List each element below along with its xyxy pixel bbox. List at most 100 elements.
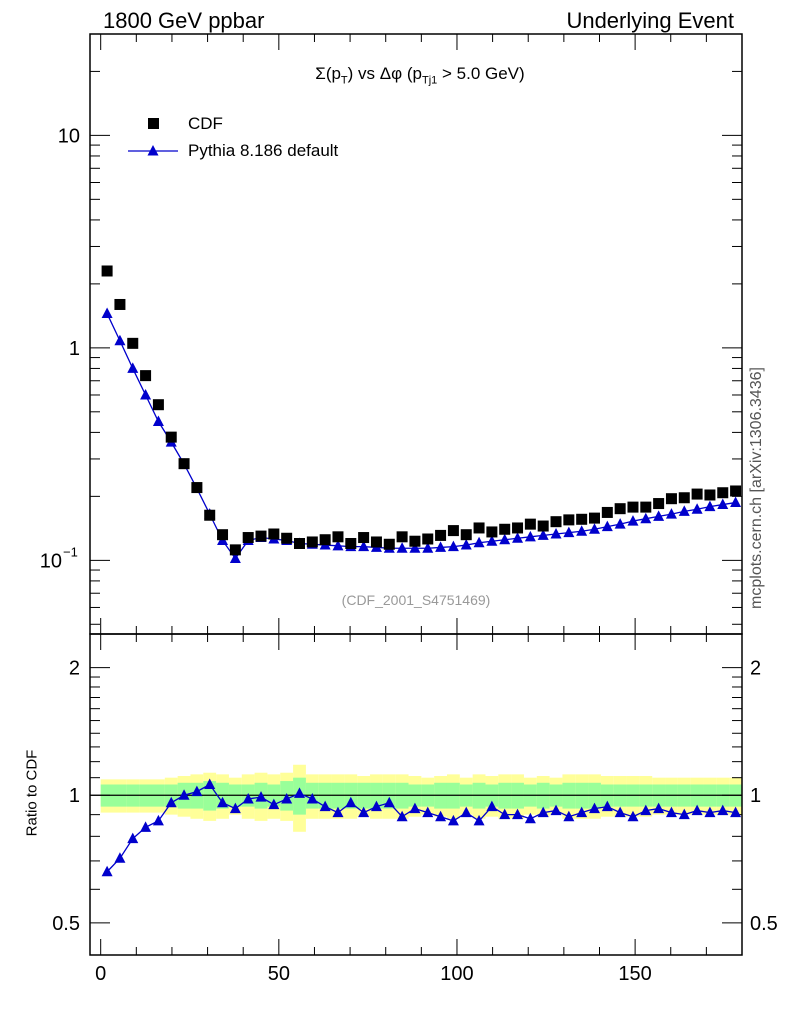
ratio-pythia-point	[268, 798, 280, 810]
cdf-point	[268, 528, 280, 540]
pythia-point	[396, 542, 408, 553]
ratio-pythia-point	[563, 810, 575, 822]
ratio-pythia-point	[332, 806, 344, 818]
ratio-pythia-point	[114, 852, 126, 863]
ratio-pythia-point	[422, 806, 434, 818]
cdf-point	[640, 501, 652, 513]
ratio-pythia-point	[653, 802, 665, 814]
data-series	[101, 265, 742, 877]
ratio-pythia-point	[460, 806, 472, 818]
cdf-point	[678, 492, 690, 504]
pythia-point	[127, 362, 139, 373]
pythia-point	[653, 510, 665, 521]
cdf-point	[409, 535, 421, 547]
legend-label-pythia: Pythia 8.186 default	[188, 141, 339, 160]
pythia-point	[601, 520, 613, 532]
cdf-point	[383, 538, 395, 550]
ratio-pythia-point	[383, 796, 395, 808]
ratio-pythia-point	[101, 865, 113, 877]
header-process: Underlying Event	[566, 8, 734, 33]
pythia-point	[358, 540, 370, 552]
ratio-plot-area	[89, 633, 743, 956]
pythia-point	[627, 515, 639, 526]
ratio-pythia-point	[550, 804, 562, 816]
ratio-pythia-point	[293, 787, 305, 798]
cdf-point	[358, 532, 370, 544]
cdf-point	[499, 523, 511, 535]
pythia-point	[332, 539, 344, 551]
x-tick-label: 50	[268, 963, 290, 985]
cdf-point	[627, 501, 639, 513]
ratio-pythia-point	[229, 802, 241, 814]
cdf-point	[191, 482, 203, 494]
ratio-pythia-point	[435, 810, 447, 822]
cdf-point	[178, 458, 190, 470]
cdf-point	[512, 522, 524, 534]
cdf-point	[229, 544, 241, 556]
cdf-point	[127, 337, 139, 349]
ratio-pythia-point	[358, 806, 370, 818]
cdf-point	[524, 518, 536, 530]
pythia-point	[691, 503, 703, 514]
ratio-y-tick-label-left: 0.5	[52, 913, 80, 935]
ratio-pythia-point	[319, 800, 331, 812]
legend-marker-cdf	[148, 118, 159, 129]
cdf-point	[140, 370, 152, 382]
pythia-point	[665, 508, 677, 519]
header-energy: 1800 GeV ppbar	[103, 8, 265, 33]
cdf-point	[730, 485, 742, 497]
y-tick-label: 10	[58, 125, 80, 147]
ratio-pythia-point	[152, 814, 164, 826]
cdf-point	[576, 513, 588, 525]
cdf-point	[204, 509, 216, 521]
legend	[128, 118, 178, 156]
pythia-point	[229, 552, 241, 563]
cdf-point	[332, 531, 344, 543]
ratio-pythia-point	[140, 821, 152, 832]
ratio-pythia-point	[486, 800, 498, 812]
cdf-point	[345, 537, 357, 549]
cdf-point	[101, 265, 113, 277]
ratio-pythia-point	[204, 778, 216, 790]
ratio-pythia-point	[512, 808, 524, 820]
cdf-point	[242, 532, 254, 544]
cdf-point	[614, 503, 626, 515]
pythia-point	[614, 518, 626, 529]
cdf-point	[537, 520, 549, 532]
ratio-pythia-point	[396, 810, 408, 822]
ratio-pythia-point	[447, 814, 459, 826]
cdf-point	[370, 536, 382, 548]
ratio-y-tick-label-right: 1	[750, 785, 761, 807]
cdf-point	[486, 526, 498, 538]
ratio-pythia-point	[191, 785, 203, 797]
ratio-pythia-point	[614, 806, 626, 818]
ratio-pythia-point	[306, 792, 318, 804]
pythia-point	[640, 512, 652, 524]
cdf-point	[293, 537, 305, 549]
x-tick-label: 100	[440, 963, 473, 985]
ratio-pythia-point	[127, 832, 139, 844]
pythia-point	[140, 388, 152, 400]
pythia-point	[460, 539, 472, 550]
axis-ticks	[90, 33, 743, 955]
cdf-point	[396, 531, 408, 543]
pythia-point	[730, 496, 742, 508]
cdf-point	[422, 533, 434, 545]
y-tick-label: 1	[69, 338, 80, 360]
ratio-y-tick-label-left: 1	[69, 785, 80, 807]
pythia-point	[114, 334, 126, 346]
pythia-point	[152, 415, 164, 427]
cdf-point	[319, 534, 331, 546]
legend-label-cdf: CDF	[188, 114, 223, 133]
ratio-frame	[89, 633, 743, 956]
cdf-point	[114, 298, 126, 310]
pythia-point	[486, 535, 498, 546]
ratio-pythia-point	[345, 796, 357, 808]
cdf-point	[306, 536, 318, 548]
ratio-pythia-point	[217, 796, 229, 808]
ratio-pythia-point	[588, 802, 600, 814]
ratio-pythia-point	[691, 804, 703, 816]
ratio-pythia-point	[281, 792, 293, 804]
ratio-pythia-point	[640, 804, 652, 816]
